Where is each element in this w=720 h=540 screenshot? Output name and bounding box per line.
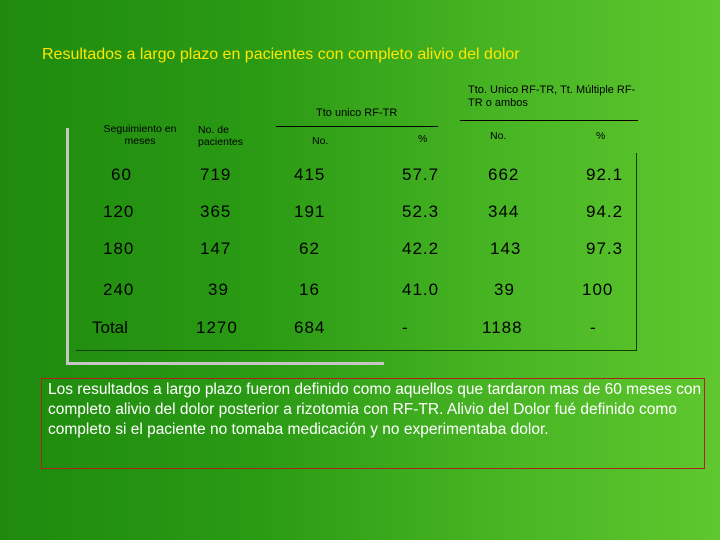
table-cell-rf-pct: -: [402, 318, 409, 337]
col-header-follow-up: Seguimiento en meses: [103, 123, 177, 147]
table-cell-patients: 719: [200, 165, 232, 184]
table-cell-patients: 1270: [196, 318, 238, 337]
table-shadow-horizontal: [66, 362, 384, 365]
table-cell-comb-no: 344: [488, 202, 520, 221]
table-cell-patients: 39: [208, 280, 229, 299]
col-header-comb-no: No.: [490, 130, 507, 142]
group-header-combined: Tto. Unico RF-TR, Tt. Múltiple RF-TR o a…: [468, 84, 636, 109]
table-cell-follow-up: 240: [103, 280, 135, 299]
col-header-rf-no: No.: [312, 135, 329, 147]
group-underline-combined: [460, 120, 638, 121]
table-cell-comb-pct: 97.3: [586, 239, 624, 258]
table-cell-comb-no: 143: [490, 239, 522, 258]
col-header-comb-pct: %: [596, 130, 606, 142]
table-cell-follow-up: 180: [103, 239, 135, 258]
table-frame: [76, 153, 637, 351]
table-cell-patients: 365: [200, 202, 232, 221]
table-cell-comb-pct: -: [590, 318, 597, 337]
note-text: Los resultados a largo plazo fueron defi…: [48, 381, 702, 438]
table-cell-comb-no: 1188: [482, 318, 523, 337]
table-cell-comb-pct: 94.2: [586, 202, 624, 221]
table-cell-rf-pct: 52.3: [402, 202, 440, 221]
table-cell-rf-no: 684: [294, 318, 326, 337]
table-cell-follow-up: Total: [92, 318, 128, 337]
table-cell-rf-no: 62: [299, 239, 320, 258]
note-box: [41, 378, 705, 469]
col-header-rf-pct: %: [418, 133, 428, 145]
slide-title: Resultados a largo plazo en pacientes co…: [42, 46, 520, 63]
table-cell-rf-pct: 57.7: [402, 165, 440, 184]
table-cell-follow-up: 60: [111, 165, 132, 184]
table-cell-rf-pct: 41.0: [402, 280, 440, 299]
table-cell-rf-pct: 42.2: [402, 239, 440, 258]
col-header-patients: No. de pacientes: [198, 124, 243, 148]
table-cell-rf-no: 415: [294, 165, 326, 184]
table-cell-comb-pct: 100: [582, 280, 614, 299]
table-shadow-vertical: [66, 128, 69, 365]
table-cell-comb-pct: 92.1: [586, 165, 624, 184]
table-cell-rf-no: 16: [299, 280, 320, 299]
table-cell-comb-no: 39: [494, 280, 515, 299]
table-cell-follow-up: 120: [103, 202, 135, 221]
table-cell-comb-no: 662: [488, 165, 520, 184]
table-cell-rf-no: 191: [294, 202, 326, 221]
group-header-rf-tr-only: Tto unico RF-TR: [316, 107, 398, 119]
table-cell-patients: 147: [200, 239, 232, 258]
group-underline-rf-tr-only: [276, 126, 438, 127]
